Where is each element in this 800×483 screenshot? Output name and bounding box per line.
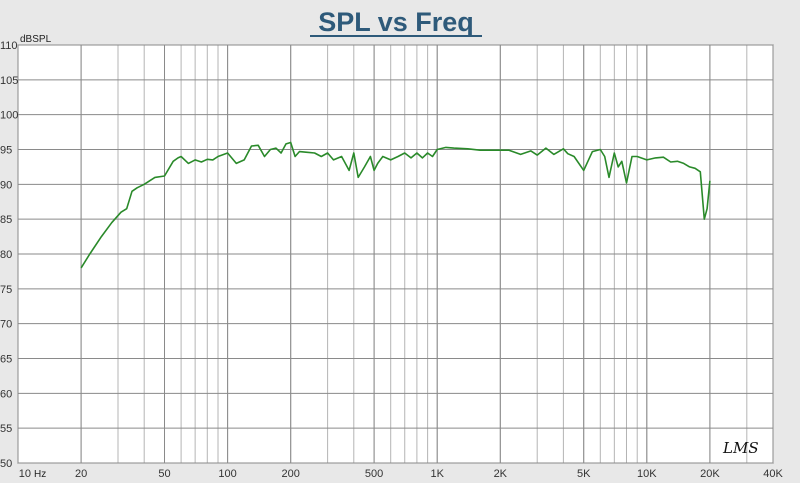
y-tick-label: 85 — [0, 214, 12, 226]
x-tick-label: 500 — [365, 468, 383, 480]
x-tick-label: 1K — [430, 468, 444, 480]
y-tick-label: 95 — [0, 145, 12, 157]
x-tick-label: 200 — [282, 468, 300, 480]
x-tick-labels: 10 20 50 100 200 500 1K 2K 5K 10K 20K 40K — [19, 468, 784, 480]
y-tick-label: 80 — [0, 249, 12, 261]
y-tick-label: 70 — [0, 319, 12, 331]
x-tick-label: 40K — [763, 468, 783, 480]
y-tick-label: 110 — [0, 40, 18, 52]
y-axis-label: dBSPL — [20, 34, 52, 45]
y-tick-label: 50 — [0, 458, 12, 470]
y-tick-label: 100 — [0, 110, 18, 122]
y-tick-label: 65 — [0, 354, 12, 366]
x-tick-label: 20 — [75, 468, 87, 480]
grid-major — [17, 44, 774, 464]
x-tick-label: 10K — [637, 468, 657, 480]
x-tick-label: 10 — [19, 468, 31, 480]
x-tick-label: 2K — [494, 468, 508, 480]
x-tick-label: 20K — [700, 468, 720, 480]
lms-logo: LMS — [722, 439, 759, 457]
x-axis-unit-label: Hz — [34, 469, 46, 480]
x-tick-label: 50 — [158, 468, 170, 480]
x-tick-label: 5K — [577, 468, 591, 480]
y-tick-label: 105 — [0, 75, 18, 87]
series-line-spl — [80, 141, 711, 269]
y-tick-labels: 110 105 100 95 90 85 80 75 70 65 60 55 50 — [0, 40, 18, 470]
y-tick-label: 75 — [0, 284, 12, 296]
x-tick-label: 100 — [218, 468, 236, 480]
y-tick-label: 60 — [0, 388, 12, 400]
y-tick-label: 55 — [0, 423, 12, 435]
y-tick-label: 90 — [0, 179, 12, 191]
chart-title: SPL vs Freq — [318, 7, 474, 37]
